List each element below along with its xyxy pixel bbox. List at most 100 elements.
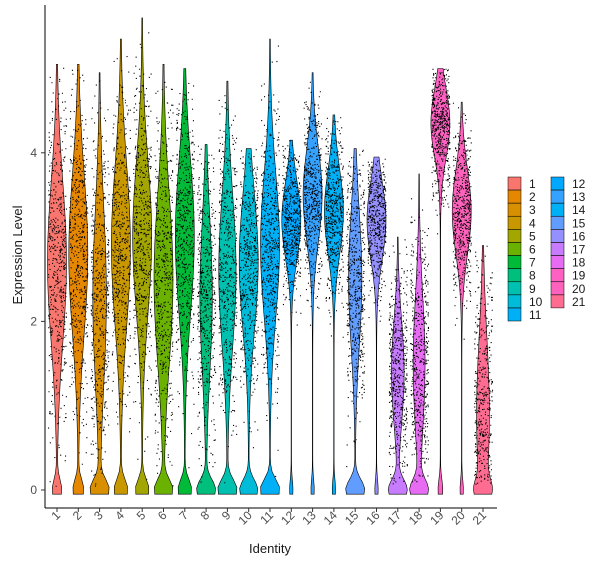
violin-2 bbox=[68, 63, 89, 495]
legend-label: 11 bbox=[529, 308, 542, 322]
x-tick-label: 11 bbox=[257, 508, 276, 527]
y-tick-label: 0 bbox=[30, 483, 37, 497]
legend-item-8: 8 bbox=[507, 268, 536, 283]
points-15 bbox=[346, 149, 366, 468]
legend-item-16: 16 bbox=[550, 229, 586, 243]
violin-15 bbox=[345, 148, 366, 495]
points-14 bbox=[324, 117, 344, 338]
violin-20 bbox=[451, 101, 472, 495]
legend-label: 16 bbox=[572, 229, 586, 243]
x-tick-label: 6 bbox=[155, 508, 170, 523]
violin-3 bbox=[89, 72, 110, 495]
jitter-points-layer bbox=[48, 32, 494, 487]
legend-item-6: 6 bbox=[507, 242, 536, 257]
x-tick-label: 14 bbox=[321, 508, 341, 528]
y-ticks: 0 2 4 bbox=[30, 146, 45, 497]
x-axis-title: Identity bbox=[249, 541, 291, 556]
legend-key bbox=[507, 189, 522, 204]
legend-key bbox=[507, 307, 522, 322]
violin-8 bbox=[196, 144, 216, 495]
x-tick-label: 17 bbox=[385, 508, 405, 528]
violin-17 bbox=[387, 236, 408, 495]
points-20 bbox=[452, 102, 472, 340]
points-2 bbox=[69, 69, 89, 465]
violin-7 bbox=[174, 68, 195, 495]
legend-key bbox=[507, 255, 522, 269]
points-1 bbox=[48, 67, 68, 487]
legend-item-4: 4 bbox=[507, 216, 536, 230]
x-tick-label: 20 bbox=[448, 508, 468, 528]
legend-key bbox=[550, 268, 565, 282]
y-tick-label: 2 bbox=[30, 314, 37, 328]
legend-label: 13 bbox=[572, 190, 586, 204]
x-tick-label: 19 bbox=[427, 508, 447, 528]
legend-label: 9 bbox=[529, 282, 536, 296]
x-tick-label: 3 bbox=[91, 508, 106, 523]
legend-item-17: 17 bbox=[550, 242, 586, 257]
legend-item-1: 1 bbox=[507, 176, 536, 191]
violin-layer bbox=[47, 17, 493, 495]
legend-item-3: 3 bbox=[507, 202, 536, 217]
violin-12 bbox=[281, 139, 302, 495]
points-19 bbox=[431, 68, 451, 235]
legend-label: 6 bbox=[529, 243, 536, 257]
legend-key bbox=[550, 189, 565, 204]
legend-item-20: 20 bbox=[550, 281, 586, 296]
legend-label: 14 bbox=[572, 203, 586, 217]
legend-label: 1 bbox=[529, 177, 536, 191]
legend-key bbox=[550, 176, 565, 191]
legend-label: 12 bbox=[572, 177, 586, 191]
violin-1 bbox=[47, 63, 67, 495]
legend-item-21: 21 bbox=[550, 294, 586, 309]
legend-label: 20 bbox=[572, 282, 586, 296]
violin-5 bbox=[132, 17, 153, 495]
x-tick-label: 10 bbox=[235, 508, 255, 528]
x-tick-label: 16 bbox=[363, 508, 383, 528]
y-axis-title: Expression Level bbox=[10, 205, 25, 304]
x-tick-label: 5 bbox=[134, 508, 149, 523]
legend-label: 2 bbox=[529, 190, 536, 204]
legend-key bbox=[550, 216, 565, 230]
legend-label: 5 bbox=[529, 229, 536, 243]
x-tick-label: 7 bbox=[176, 508, 191, 523]
legend-key bbox=[550, 294, 565, 309]
legend-item-19: 19 bbox=[550, 268, 586, 283]
legend-item-13: 13 bbox=[550, 189, 586, 204]
legend-key bbox=[550, 281, 565, 296]
x-tick-label: 21 bbox=[470, 508, 490, 528]
x-tick-label: 1 bbox=[48, 508, 63, 523]
axes bbox=[44, 5, 497, 509]
legend-key bbox=[550, 202, 565, 217]
points-17 bbox=[388, 239, 408, 485]
x-tick-label: 15 bbox=[342, 508, 362, 528]
x-tick-label: 12 bbox=[278, 508, 298, 528]
legend-key bbox=[550, 229, 565, 243]
y-tick-label: 4 bbox=[30, 146, 37, 160]
legend-key bbox=[550, 242, 565, 256]
legend-item-9: 9 bbox=[507, 281, 536, 296]
x-tick-label: 13 bbox=[299, 508, 319, 528]
legend-item-14: 14 bbox=[550, 202, 586, 217]
x-tick-label: 4 bbox=[112, 508, 127, 523]
legend-label: 15 bbox=[572, 216, 586, 230]
legend-key bbox=[507, 281, 522, 296]
points-5 bbox=[133, 32, 153, 480]
points-18 bbox=[410, 198, 430, 483]
legend-key bbox=[507, 268, 522, 282]
points-3 bbox=[90, 80, 110, 487]
points-8 bbox=[197, 145, 217, 483]
legend-key bbox=[507, 242, 522, 256]
violin-10 bbox=[238, 148, 259, 495]
x-tick-label: 9 bbox=[219, 508, 234, 523]
x-tick-label: 18 bbox=[406, 508, 426, 528]
violin-19 bbox=[430, 68, 451, 495]
x-tick-label: 8 bbox=[198, 508, 213, 523]
violin-4 bbox=[111, 38, 131, 495]
violin-13 bbox=[302, 72, 323, 495]
violin-6 bbox=[153, 63, 174, 495]
legend-item-5: 5 bbox=[507, 229, 536, 243]
legend-item-10: 10 bbox=[507, 294, 543, 309]
legend-label: 4 bbox=[529, 216, 536, 230]
legend-key bbox=[507, 294, 522, 309]
legend-item-12: 12 bbox=[550, 176, 586, 191]
